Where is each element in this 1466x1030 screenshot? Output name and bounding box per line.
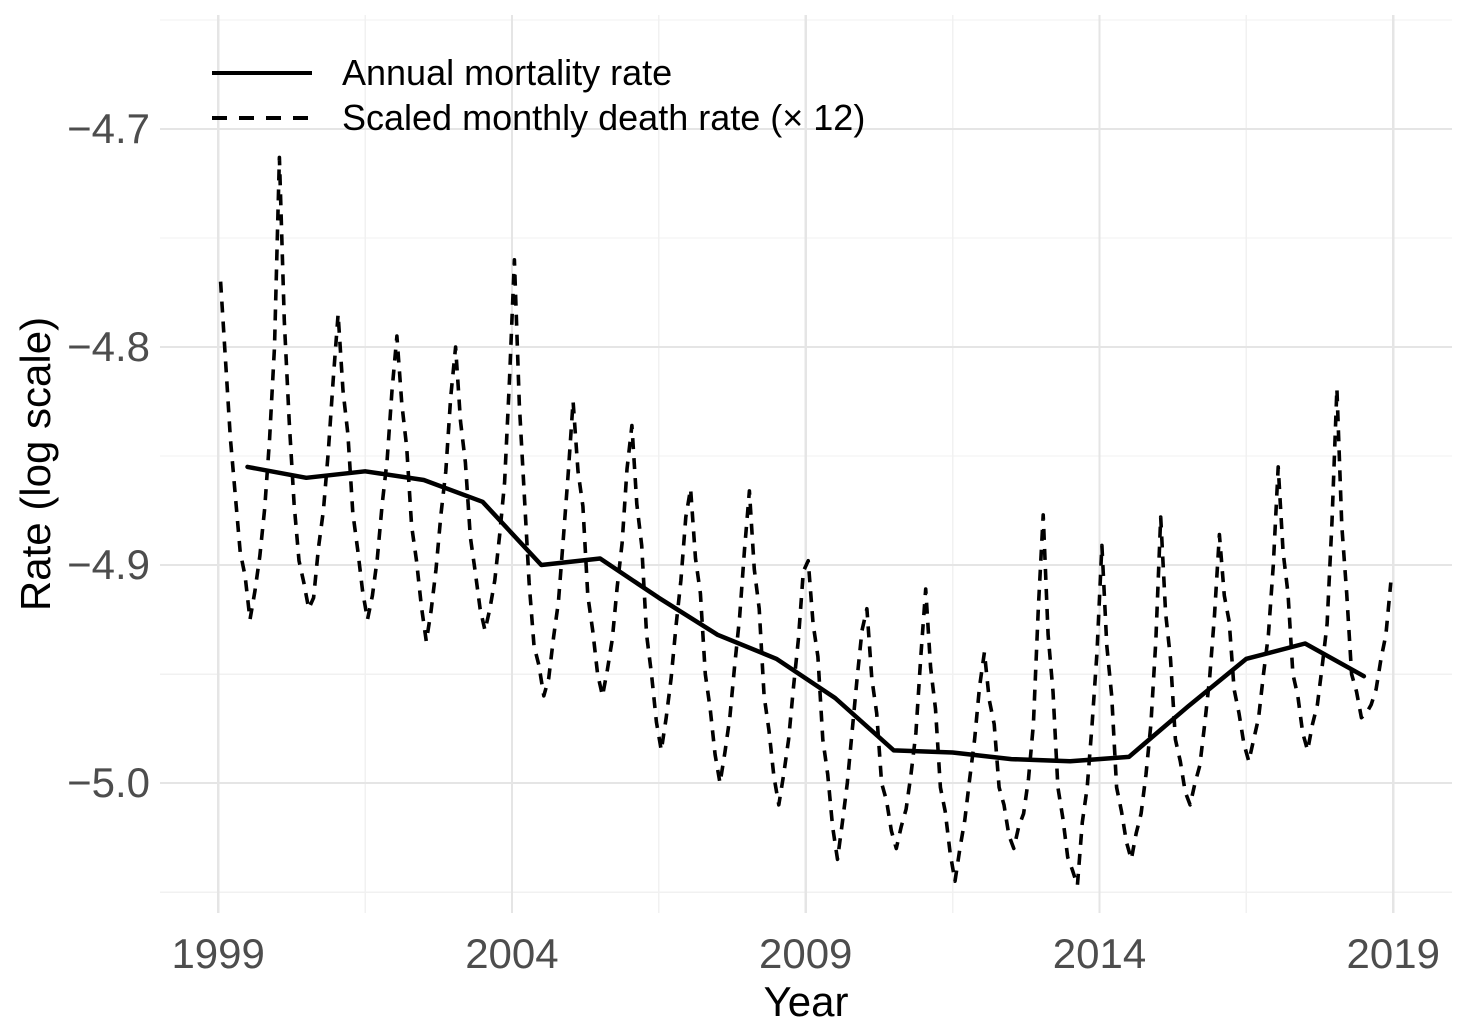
y-tick-label: −4.8	[67, 323, 150, 370]
y-axis-title: Rate (log scale)	[12, 316, 59, 612]
x-axis-title: Year	[763, 978, 849, 1025]
y-tick-labels: −4.7 −4.8 −4.9 −5.0	[67, 105, 150, 806]
dashed-line-key-icon	[212, 115, 312, 120]
monthly-death-rate-line	[218, 155, 1393, 888]
x-tick-labels: 1999 2004 2009 2014 2019	[171, 930, 1440, 977]
legend-label-annual: Annual mortality rate	[342, 51, 673, 93]
legend-item-monthly: Scaled monthly death rate (× 12)	[212, 95, 865, 140]
x-tick-label: 2019	[1347, 930, 1440, 977]
legend-label-monthly: Scaled monthly death rate (× 12)	[342, 96, 866, 138]
x-tick-label: 2009	[759, 930, 852, 977]
annual-mortality-line	[245, 464, 1367, 764]
x-tick-label: 2004	[465, 930, 558, 977]
x-tick-label: 2014	[1053, 930, 1146, 977]
solid-line-key-icon	[212, 70, 312, 75]
y-tick-label: −4.7	[67, 105, 150, 152]
legend: Annual mortality rate Scaled monthly dea…	[212, 50, 865, 140]
x-tick-label: 1999	[171, 930, 264, 977]
y-tick-label: −4.9	[67, 541, 150, 588]
legend-item-annual: Annual mortality rate	[212, 50, 865, 95]
grid-major	[160, 15, 1452, 913]
y-tick-label: −5.0	[67, 759, 150, 806]
